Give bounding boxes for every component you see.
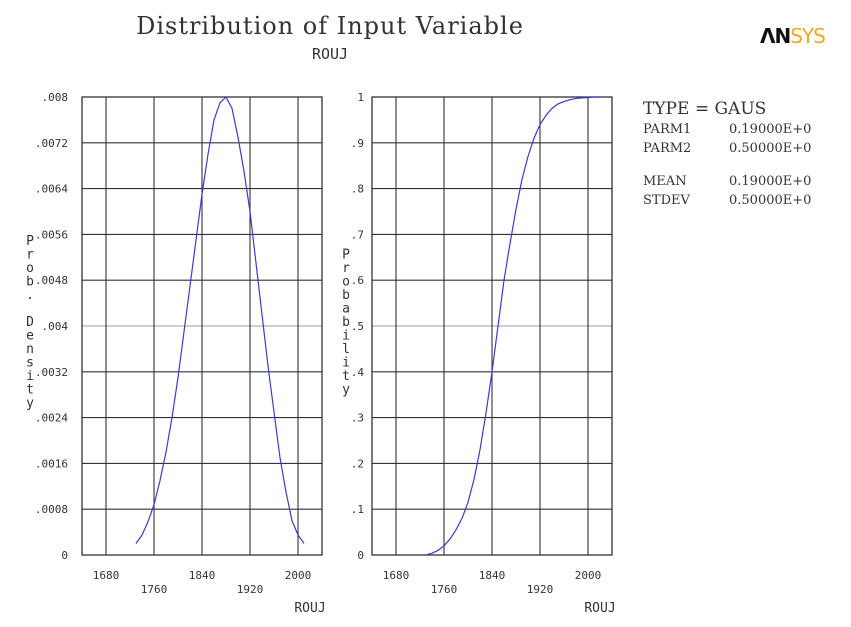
- info-key: PARM2: [643, 141, 692, 156]
- info-key: MEAN: [643, 174, 687, 189]
- info-row-mean: MEAN 0.19000E+0: [643, 172, 811, 191]
- chart-subtitle: ROUJ: [311, 45, 349, 63]
- y-tick-label: .0048: [35, 274, 68, 287]
- y-tick-label: 0: [61, 549, 68, 562]
- info-value: 0.19000E+0: [729, 122, 812, 137]
- y-tick-label: .1: [351, 503, 364, 516]
- x-tick-label: 1840: [189, 569, 216, 582]
- y-tick-label: .7: [351, 228, 364, 241]
- plot-frame: [81, 96, 323, 556]
- plot-frame: [371, 96, 613, 556]
- y-tick-label: .8: [351, 183, 364, 196]
- info-value: 0.50000E+0: [729, 193, 812, 208]
- y-tick-label: .0056: [35, 228, 68, 241]
- cdf-plot: 0 .1 .2 .3 .4 .5 .6 .7 .8 .9 1 1680 1760 1840 1920 2000…: [342, 91, 616, 616]
- y-tick-label: .0072: [35, 137, 68, 150]
- x-axis-label: ROUJ: [294, 601, 325, 616]
- x-tick-label: 1680: [383, 569, 410, 582]
- series-line: [425, 96, 600, 556]
- y-tick-label: .0024: [35, 412, 68, 425]
- chart-title: Distribution of Input Variable: [136, 12, 524, 40]
- y-tick-label: .9: [351, 137, 364, 150]
- distribution-info-panel: TYPE = GAUS PARM1 0.19000E+0 PARM2 0.50000…: [643, 98, 811, 210]
- y-tick-label: .0008: [35, 503, 68, 516]
- y-tick-label: .0064: [35, 183, 68, 196]
- x-tick-label: 1920: [237, 583, 264, 596]
- pdf-plot: 0 .0008 .0016 .0024 .0032 .004 .0048 .0056 .0064…: [26, 91, 326, 616]
- x-tick-label: 1760: [141, 583, 168, 596]
- info-row-parm2: PARM2 0.50000E+0: [643, 139, 811, 158]
- x-tick-label: 1760: [431, 583, 458, 596]
- y-tick-label: .5: [351, 320, 364, 333]
- info-value: 0.19000E+0: [729, 174, 812, 189]
- y-tick-label: .3: [351, 412, 364, 425]
- x-tick-label: 1840: [479, 569, 506, 582]
- x-tick-label: 1920: [527, 583, 554, 596]
- y-tick-label: .004: [42, 320, 69, 333]
- distribution-type-label: TYPE = GAUS: [643, 99, 767, 119]
- ansys-logo: ΛNSYS: [760, 24, 826, 48]
- x-axis-label: ROUJ: [584, 601, 615, 616]
- y-tick-label: 1: [357, 91, 364, 104]
- info-value: 0.50000E+0: [729, 141, 812, 156]
- x-tick-label: 2000: [575, 569, 602, 582]
- y-tick-label: .4: [351, 366, 365, 379]
- y-tick-label: .2: [351, 457, 364, 470]
- y-tick-label: .0032: [35, 366, 68, 379]
- y-tick-label: .008: [42, 91, 69, 104]
- info-row-stdev: STDEV 0.50000E+0: [643, 191, 811, 210]
- info-row-parm1: PARM1 0.19000E+0: [643, 120, 811, 139]
- info-key: STDEV: [643, 193, 690, 208]
- y-tick-label: 0: [357, 549, 364, 562]
- y-tick-label: .6: [351, 274, 364, 287]
- x-tick-label: 2000: [285, 569, 312, 582]
- info-key: PARM1: [643, 122, 692, 137]
- x-tick-label: 1680: [93, 569, 120, 582]
- series-line: [135, 96, 305, 544]
- y-tick-label: .0016: [35, 457, 68, 470]
